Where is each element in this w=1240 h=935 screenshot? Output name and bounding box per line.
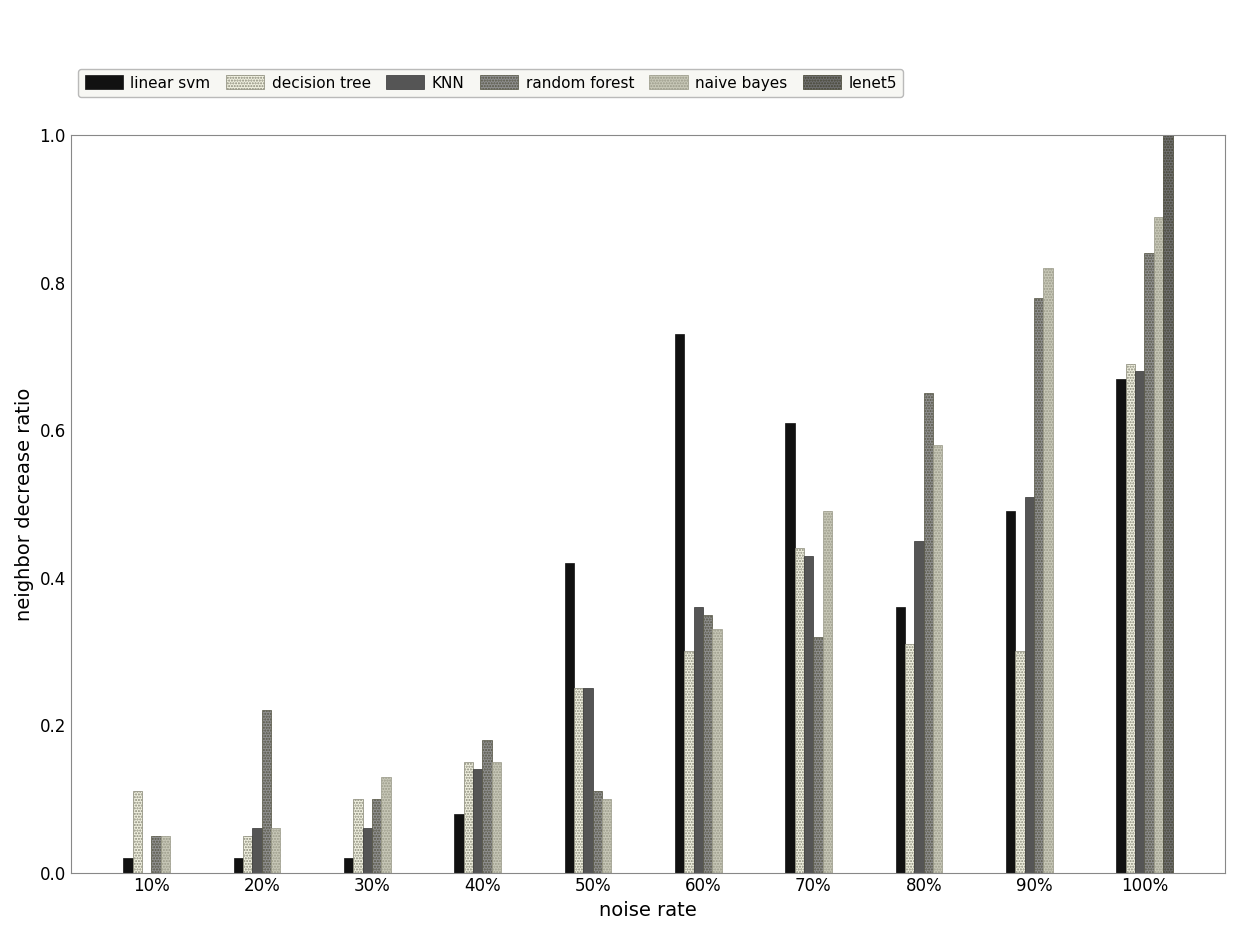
Bar — [161, 836, 170, 872]
Bar — [574, 688, 583, 872]
Bar — [895, 607, 905, 872]
X-axis label: noise rate: noise rate — [599, 901, 697, 920]
Bar — [795, 548, 804, 872]
Bar — [362, 828, 372, 872]
Bar — [1024, 496, 1034, 872]
Bar — [492, 762, 501, 872]
Bar — [382, 777, 391, 872]
Bar — [464, 762, 472, 872]
Bar — [1126, 364, 1135, 872]
Bar — [1006, 511, 1016, 872]
Bar — [684, 652, 693, 872]
Bar — [1043, 268, 1053, 872]
Bar — [785, 423, 795, 872]
Bar — [934, 445, 942, 872]
Bar — [813, 637, 823, 872]
Bar — [914, 540, 924, 872]
Bar — [675, 335, 684, 872]
Bar — [924, 394, 934, 872]
Bar — [583, 688, 593, 872]
Bar — [1016, 652, 1024, 872]
Bar — [133, 792, 143, 872]
Bar — [253, 828, 262, 872]
Bar — [1135, 371, 1145, 872]
Bar — [905, 644, 914, 872]
Bar — [243, 836, 253, 872]
Bar — [482, 740, 492, 872]
Bar — [272, 828, 280, 872]
Bar — [353, 798, 362, 872]
Bar — [804, 555, 813, 872]
Bar — [1153, 217, 1163, 872]
Bar — [603, 798, 611, 872]
Bar — [343, 857, 353, 872]
Bar — [262, 711, 272, 872]
Bar — [233, 857, 243, 872]
Bar — [693, 607, 703, 872]
Bar — [1163, 136, 1173, 872]
Bar — [1034, 297, 1043, 872]
Bar — [823, 511, 832, 872]
Bar — [713, 629, 722, 872]
Bar — [123, 857, 133, 872]
Bar — [1116, 379, 1126, 872]
Bar — [472, 770, 482, 872]
Bar — [703, 614, 713, 872]
Legend: linear svm, decision tree, KNN, random forest, naive bayes, lenet5: linear svm, decision tree, KNN, random f… — [78, 69, 903, 96]
Bar — [454, 813, 464, 872]
Bar — [593, 792, 603, 872]
Bar — [151, 836, 161, 872]
Bar — [564, 563, 574, 872]
Bar — [1145, 253, 1153, 872]
Y-axis label: neighbor decrease ratio: neighbor decrease ratio — [15, 387, 33, 621]
Bar — [372, 798, 382, 872]
